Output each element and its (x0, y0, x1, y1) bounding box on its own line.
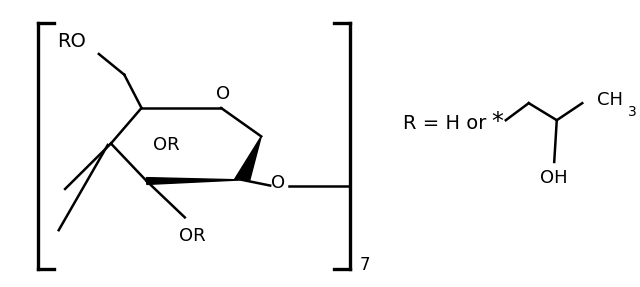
Polygon shape (235, 136, 261, 181)
Text: *: * (491, 110, 503, 134)
Text: OH: OH (540, 168, 568, 187)
Text: RO: RO (57, 32, 86, 51)
Text: 3: 3 (627, 105, 636, 119)
Text: OR: OR (153, 136, 180, 154)
Text: 7: 7 (360, 256, 371, 274)
Polygon shape (147, 178, 242, 185)
Text: OR: OR (179, 227, 206, 245)
Text: O: O (216, 85, 230, 103)
Text: O: O (271, 174, 285, 192)
Text: CH: CH (597, 91, 623, 109)
Text: R = H or: R = H or (403, 114, 492, 133)
